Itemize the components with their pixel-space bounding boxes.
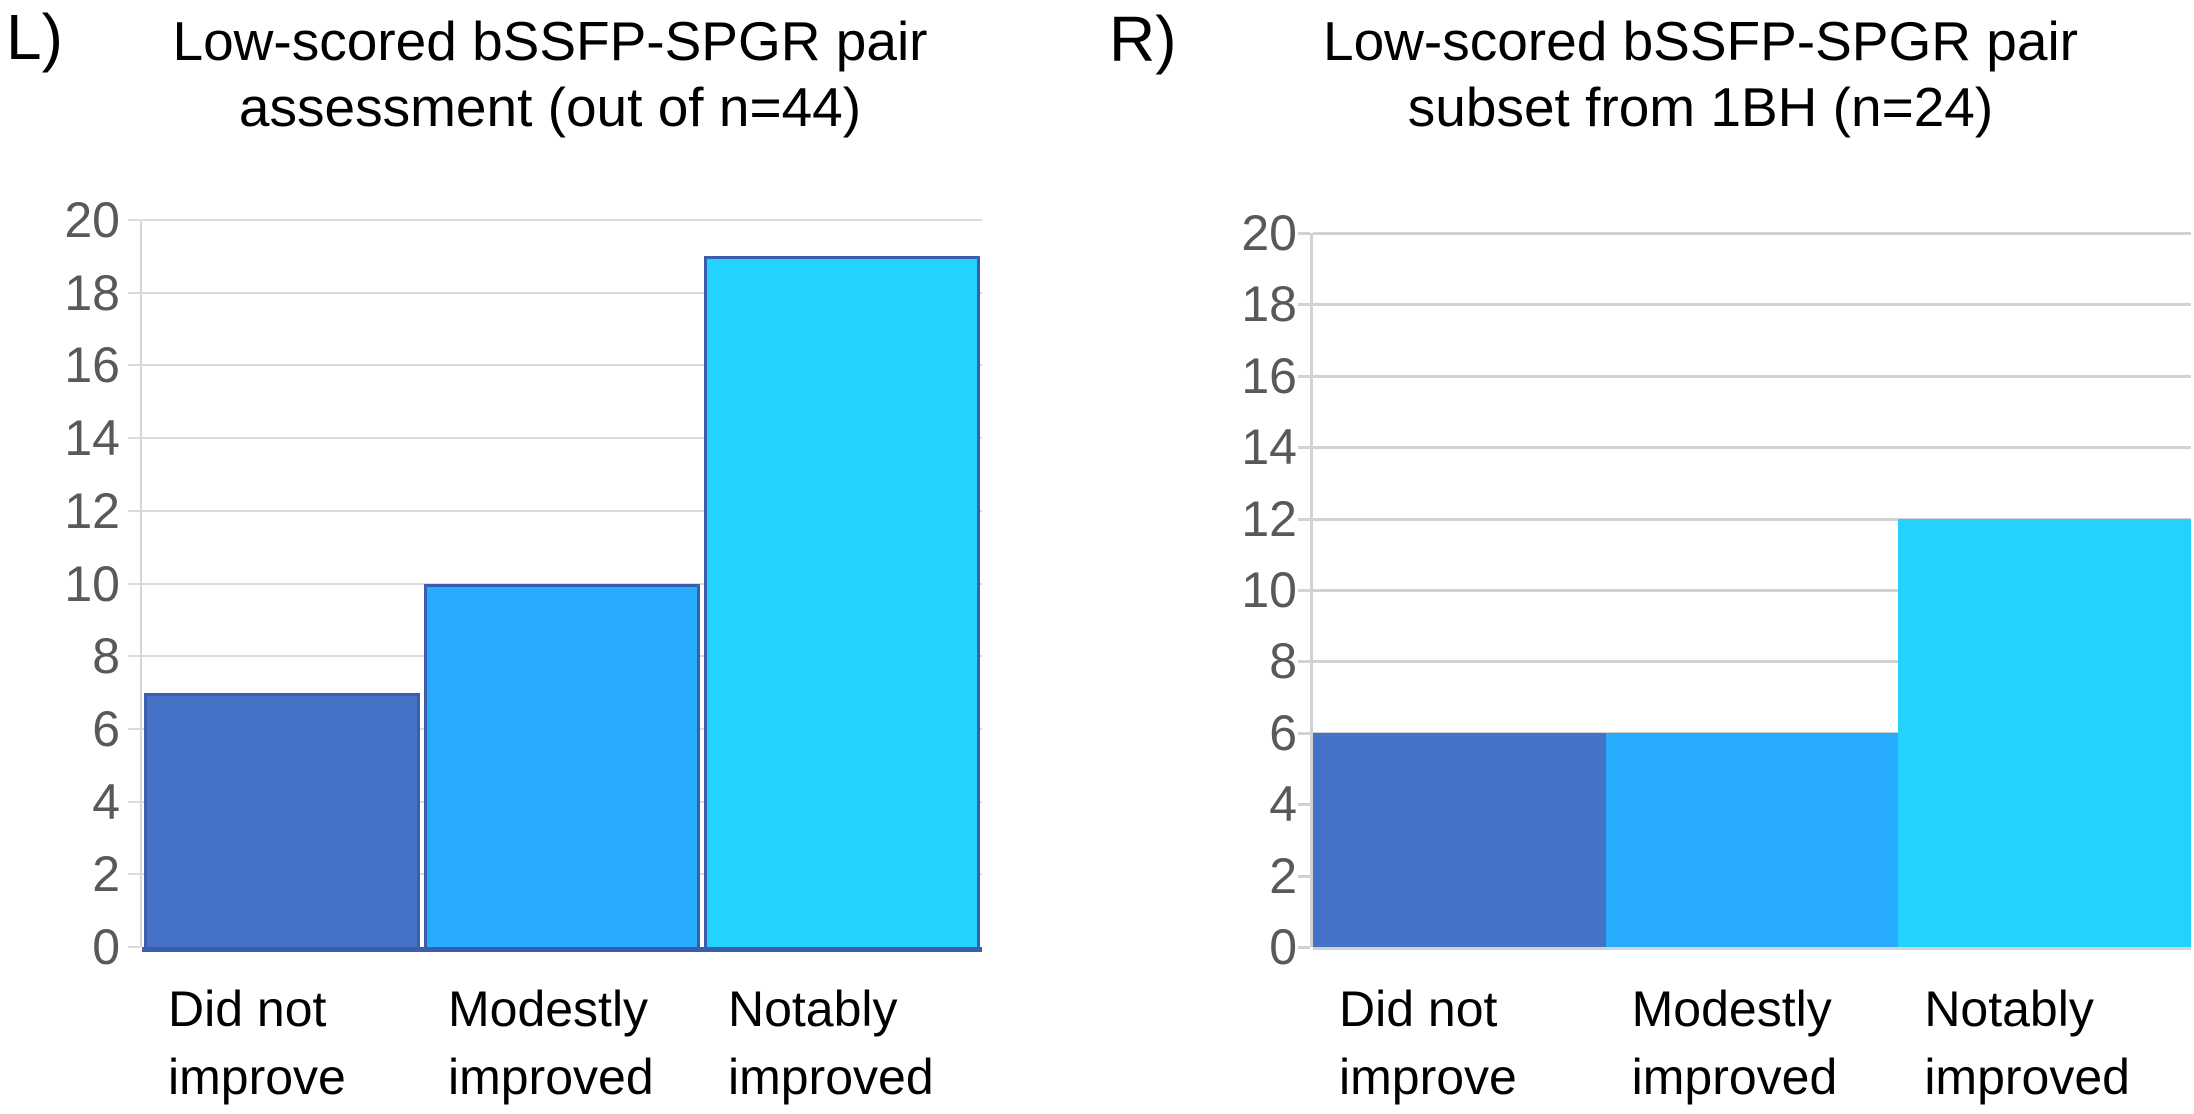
- y-axis-tick-mark: [1298, 803, 1310, 807]
- chart-title-line: Low-scored bSSFP-SPGR pair: [1323, 10, 2078, 72]
- y-tick-label: 0: [92, 919, 120, 975]
- bar-did-not-improve: [144, 692, 420, 947]
- gridline: [142, 219, 982, 221]
- y-axis-tick-mark: [128, 291, 140, 294]
- gridline: [142, 291, 982, 294]
- gridline: [142, 437, 982, 440]
- y-axis-line: [140, 220, 142, 947]
- x-category-label-modestly-improved: Modestly improved: [1631, 981, 1838, 1105]
- y-tick-label: 18: [64, 264, 120, 321]
- y-tick-label: 8: [92, 628, 120, 685]
- bar-chart-right: 0 2 4 6 8 10 12 14 16 18 20 Did not improve Modestl…: [1097, 0, 2194, 1114]
- gridline: [1313, 660, 2191, 664]
- y-axis-tick-mark: [128, 582, 140, 585]
- y-tick-label: 2: [1269, 847, 1297, 904]
- bar-modestly-improved: [423, 583, 700, 947]
- y-axis-tick-mark: [128, 873, 140, 876]
- y-axis-tick-mark: [128, 727, 140, 730]
- y-axis-tick-mark: [1298, 232, 1310, 235]
- y-axis-tick-mark: [128, 364, 140, 367]
- y-axis-tick-mark: [1298, 303, 1310, 307]
- x-category-label-notably-improved: Notably improved: [1924, 981, 2130, 1105]
- y-tick-label: 20: [1241, 205, 1297, 261]
- panel-letter-label-left: L): [6, 1, 63, 73]
- y-axis-tick-mark: [128, 219, 140, 221]
- y-tick-label: 12: [1241, 490, 1297, 547]
- chart-title-line: Low-scored bSSFP-SPGR pair: [172, 10, 928, 72]
- gridline: [142, 364, 982, 367]
- y-tick-label: 4: [1269, 776, 1297, 833]
- y-tick-label: 10: [1241, 562, 1297, 618]
- y-axis-tick-mark: [128, 509, 140, 512]
- y-tick-label: 14: [64, 410, 120, 467]
- x-category-label-did-not-improve: Did not improve: [1339, 981, 1517, 1105]
- y-axis-tick-mark: [128, 800, 140, 803]
- panel-letter-label-right: R): [1109, 3, 1177, 75]
- y-axis-tick-mark: [128, 946, 140, 948]
- y-tick-label: 12: [64, 482, 120, 539]
- x-category-label-did-not-improve: Did not improve: [168, 981, 346, 1105]
- y-tick-label: 20: [64, 192, 120, 248]
- bar-notably-improved: [703, 256, 980, 947]
- y-axis-tick-mark: [1298, 589, 1310, 592]
- bar-modestly-improved: [1605, 732, 1899, 947]
- y-tick-label: 18: [1241, 276, 1297, 333]
- y-tick-label: 10: [64, 555, 120, 612]
- y-tick-label: 0: [1269, 919, 1297, 975]
- plot-area: [1298, 232, 2191, 950]
- chart-title-right: Low-scored bSSFP-SPGR pair subset from 1…: [1212, 8, 2189, 140]
- panel-left: L) Low-scored bSSFP-SPGR pair assessment…: [0, 0, 1085, 1114]
- y-axis-tick-mark: [1298, 446, 1310, 450]
- y-axis-tick-mark: [1298, 731, 1310, 735]
- gridline: [1313, 517, 2191, 521]
- y-axis-tick-mark: [1298, 874, 1310, 878]
- panel-right: R) Low-scored bSSFP-SPGR pair subset fro…: [1097, 0, 2194, 1114]
- chart-title-line: assessment (out of n=44): [238, 76, 862, 138]
- y-tick-label: 8: [1269, 633, 1297, 690]
- y-axis-tick-mark: [1298, 660, 1310, 664]
- gridline: [1313, 446, 2191, 450]
- y-tick-label: 2: [92, 846, 120, 903]
- y-axis-tick-mark: [128, 437, 140, 440]
- chart-title-left: Low-scored bSSFP-SPGR pair assessment (o…: [70, 8, 1030, 140]
- gridline: [1313, 232, 2191, 235]
- y-tick-label: 16: [1241, 347, 1297, 404]
- x-axis-labels: Did not improve Modestly improved Notably …: [142, 975, 982, 1114]
- x-category-label-notably-improved: Notably improved: [727, 981, 934, 1105]
- x-category-label-modestly-improved: Modestly improved: [447, 981, 654, 1105]
- y-axis-tick-mark: [1298, 946, 1310, 949]
- bar-chart-left: 0 2 4 6 8 10 12 14 16 18 20 Did not improve Modestl…: [0, 0, 1085, 1114]
- y-tick-label: 4: [92, 773, 120, 830]
- bar-did-not-improve: [1313, 732, 1606, 947]
- y-axis: 0 2 4 6 8 10 12 14 16 18 20: [1177, 208, 1303, 972]
- gridline: [1313, 374, 2191, 378]
- y-axis: 0 2 4 6 8 10 12 14 16 18 20: [0, 195, 126, 972]
- chart-title-line: subset from 1BH (n=24): [1407, 76, 1994, 138]
- gridline: [1313, 303, 2191, 307]
- plot-area: [128, 219, 982, 952]
- y-tick-label: 14: [1241, 419, 1297, 476]
- y-axis-tick-mark: [1298, 517, 1310, 521]
- y-axis-tick-mark: [1298, 374, 1310, 378]
- x-axis-labels: Did not improve Modestly improved Notably …: [1313, 975, 2191, 1114]
- bar-notably-improved: [1898, 518, 2191, 947]
- y-axis-tick-mark: [128, 655, 140, 658]
- gridline: [142, 509, 982, 512]
- y-tick-label: 16: [64, 337, 120, 394]
- y-axis-line: [1310, 233, 1313, 947]
- gridline: [1313, 589, 2191, 592]
- y-tick-label: 6: [1269, 704, 1297, 761]
- y-tick-label: 6: [92, 700, 120, 757]
